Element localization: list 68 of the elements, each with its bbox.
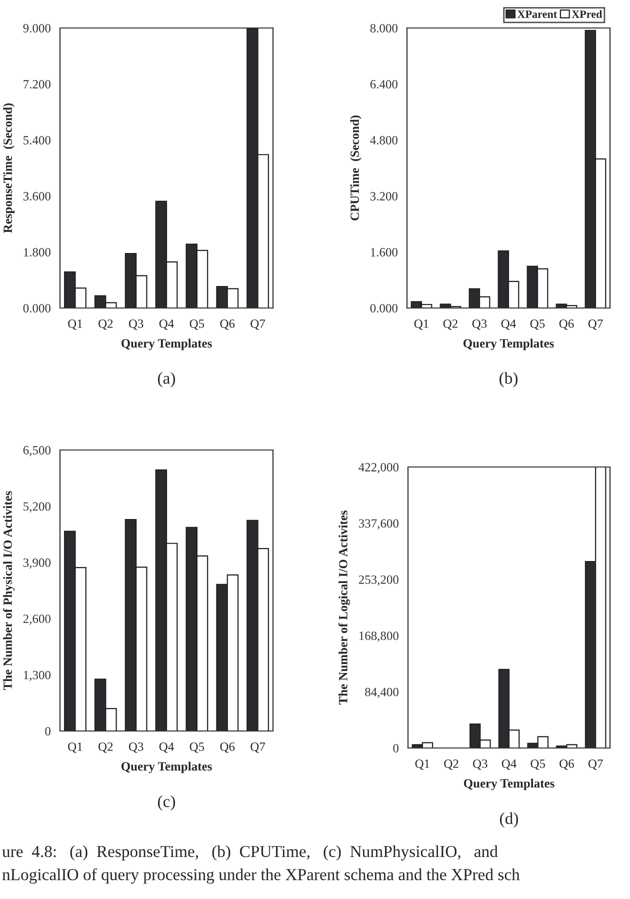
x-tick-label: Q3 (472, 320, 487, 330)
x-tick-label: Q6 (559, 320, 574, 330)
y-tick-label: 4.800 (370, 136, 398, 145)
x-tick-label: Q5 (530, 320, 545, 330)
y-tick-label: 8.000 (370, 24, 398, 33)
y-axis-title: CPUTime (Second) (350, 116, 362, 220)
y-tick-label: 9.000 (23, 24, 50, 33)
text: (d) (500, 812, 518, 828)
y-axis-title: The Number of Physical I/O Activites (3, 491, 15, 690)
x-tick-label: Q5 (190, 742, 204, 753)
y-tick-label: 7.200 (24, 80, 50, 89)
x-tick-label: Q1 (414, 320, 428, 330)
y-axis-title: The Number of Logical I/O Activites (338, 510, 350, 705)
y-tick-label: 5.400 (24, 136, 50, 145)
x-tick-label: Q6 (560, 760, 574, 770)
x-tick-label: Q4 (502, 760, 516, 770)
x-tick-label: Q2 (443, 320, 458, 330)
y-tick-label: 1.600 (370, 248, 398, 257)
x-tick-label: Q4 (159, 742, 174, 753)
x-tick-label: Q2 (98, 742, 113, 753)
legend-label: XParent (517, 10, 558, 18)
legend-label: XPred (572, 10, 602, 18)
text: (a) (158, 372, 176, 388)
x-tick-label: Q1 (68, 742, 82, 753)
x-tick-label: Q2 (444, 760, 458, 770)
y-tick-label: 168,800 (359, 632, 398, 642)
x-tick-label: Q5 (530, 760, 546, 770)
y-tick-label: 0.000 (23, 304, 50, 313)
y-tick-label: 6,500 (23, 446, 50, 456)
x-tick-label: Q6 (220, 320, 235, 330)
y-tick-label: 3.200 (370, 192, 398, 201)
x-tick-label: Q7 (588, 760, 603, 770)
x-tick-label: Q1 (415, 760, 430, 770)
x-axis-title: Query Templates (463, 338, 554, 350)
y-tick-label: 2,600 (23, 614, 50, 625)
x-tick-label: Q1 (68, 320, 82, 330)
y-tick-label: 0 (45, 727, 50, 736)
x-tick-label: Q7 (588, 320, 603, 330)
text: nLogicalIO of query processing under the XParent schema and the XPred sch (2, 868, 520, 884)
text: (c) (158, 795, 176, 811)
y-tick-label: 84,400 (365, 688, 398, 698)
x-tick-label: Q3 (473, 760, 488, 770)
x-tick-label: Q4 (159, 320, 174, 330)
x-axis-title: Query Templates (121, 338, 212, 350)
y-tick-label: 3,900 (23, 558, 50, 569)
y-tick-label: 253,200 (358, 575, 398, 586)
y-tick-label: 3.600 (23, 192, 50, 201)
y-tick-label: 0.000 (370, 304, 398, 313)
x-tick-label: Q2 (98, 320, 113, 330)
x-tick-label: Q3 (128, 320, 144, 330)
x-tick-label: Q6 (220, 742, 235, 753)
x-axis-title: Query Templates (464, 778, 554, 790)
x-tick-label: Q7 (250, 742, 266, 753)
y-axis-title: ResponseTime (Second) (3, 103, 15, 233)
x-tick-label: Q7 (250, 320, 266, 330)
y-tick-label: 1.800 (24, 248, 50, 257)
y-tick-label: 0 (393, 744, 398, 752)
text: ure 4.8: (a) ResponseTime, (b) CPUTime, (c) NumPhysicalIO, and (2, 845, 498, 861)
y-tick-label: 337,600 (358, 519, 398, 530)
text: (b) (500, 372, 518, 388)
x-tick-label: Q4 (501, 320, 516, 330)
x-axis-title: Query Templates (121, 762, 212, 774)
y-tick-label: 5,200 (24, 502, 50, 512)
y-tick-label: 422,000 (358, 463, 398, 474)
y-tick-label: 6.400 (370, 80, 398, 89)
x-tick-label: Q3 (128, 742, 144, 753)
x-tick-label: Q5 (190, 320, 204, 330)
y-tick-label: 1,300 (24, 670, 50, 682)
